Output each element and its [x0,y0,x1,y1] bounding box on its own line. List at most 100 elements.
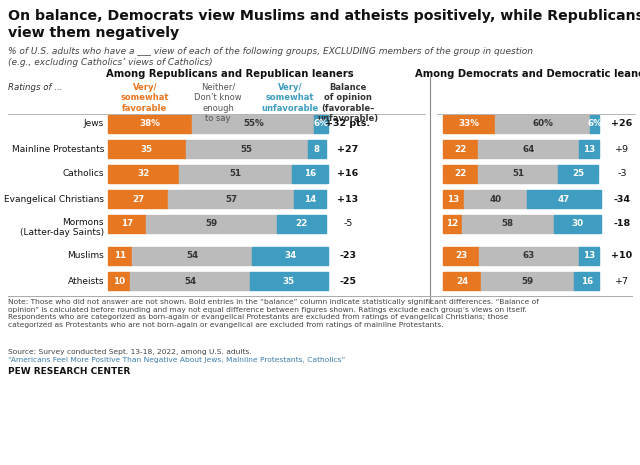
Text: Mormons
(Latter-day Saints): Mormons (Latter-day Saints) [20,218,104,237]
Text: 13: 13 [583,252,595,260]
Text: Evangelical Christians: Evangelical Christians [4,194,104,204]
Text: 55%: 55% [243,120,264,128]
Text: Very/
somewhat
favorable: Very/ somewhat favorable [121,83,169,113]
Bar [443,215,462,233]
Bar [477,140,579,158]
Text: Muslims: Muslims [67,252,104,260]
Text: -25: -25 [339,277,356,286]
Text: +32 pts.: +32 pts. [325,120,371,128]
Text: 24: 24 [456,277,468,286]
Bar [292,165,328,183]
Text: 14: 14 [304,194,316,204]
Text: 10: 10 [113,277,125,286]
Text: 6%: 6% [314,120,328,128]
Text: -5: -5 [343,219,353,228]
Text: 17: 17 [121,219,133,228]
Bar [108,165,179,183]
Text: 40: 40 [489,194,501,204]
Text: PEW RESEARCH CENTER: PEW RESEARCH CENTER [8,367,131,376]
Bar [527,190,601,208]
Bar [495,115,590,133]
Bar [443,190,463,208]
Text: -34: -34 [614,194,630,204]
Text: -18: -18 [613,219,630,228]
Bar [294,190,326,208]
Text: 38%: 38% [140,120,161,128]
Text: 11: 11 [114,252,126,260]
Bar [443,115,495,133]
Text: Mainline Protestants: Mainline Protestants [12,145,104,153]
Text: 63: 63 [523,252,535,260]
Text: 35: 35 [141,145,153,153]
Text: 8: 8 [314,145,320,153]
Bar [443,272,481,290]
Text: -3: -3 [617,170,627,179]
Bar [108,247,132,265]
Text: 22: 22 [454,145,467,153]
Text: 54: 54 [184,277,196,286]
Text: 23: 23 [455,252,467,260]
Text: 60%: 60% [532,120,553,128]
Bar [130,272,250,290]
Text: Catholics: Catholics [63,170,104,179]
Bar [590,115,600,133]
Bar [558,165,598,183]
Text: 35: 35 [283,277,295,286]
Text: “Americans Feel More Positive Than Negative About Jews, Mainline Protestants, Ca: “Americans Feel More Positive Than Negat… [8,357,345,363]
Bar [479,247,579,265]
Bar [108,115,193,133]
Text: 59: 59 [205,219,218,228]
Text: +26: +26 [611,120,632,128]
Bar [443,140,477,158]
Text: 32: 32 [138,170,150,179]
Bar [108,140,186,158]
Text: 27: 27 [132,194,144,204]
Bar [477,165,558,183]
Text: +13: +13 [337,194,358,204]
Bar [579,247,600,265]
Text: Balance
of opinion
(favorable–
unfavorable): Balance of opinion (favorable– unfavorab… [317,83,379,123]
Text: 47: 47 [557,194,570,204]
Bar [463,190,527,208]
Text: 51: 51 [230,170,242,179]
Bar [443,247,479,265]
Bar [186,140,308,158]
Text: 16: 16 [580,277,593,286]
Bar [276,215,326,233]
Bar [193,115,314,133]
Bar [574,272,600,290]
Text: % of U.S. adults who have a ___ view of each of the following groups, EXCLUDING : % of U.S. adults who have a ___ view of … [8,47,533,67]
Text: 12: 12 [446,219,459,228]
Text: +9: +9 [615,145,629,153]
Text: 6%: 6% [588,120,602,128]
Text: +7: +7 [615,277,629,286]
Text: 13: 13 [583,145,595,153]
Text: Among Republicans and Republican leaners: Among Republicans and Republican leaners [106,69,354,79]
Bar [314,115,328,133]
Bar [462,215,554,233]
Text: +16: +16 [337,170,358,179]
Text: Jews: Jews [84,120,104,128]
Text: 58: 58 [502,219,514,228]
Bar [146,215,276,233]
Bar [554,215,601,233]
Text: 30: 30 [572,219,584,228]
Text: 59: 59 [522,277,534,286]
Bar [308,140,326,158]
Text: -23: -23 [339,252,356,260]
Text: Source: Survey conducted Sept. 13-18, 2022, among U.S. adults.: Source: Survey conducted Sept. 13-18, 20… [8,349,252,355]
Text: +10: +10 [611,252,632,260]
Bar [108,215,146,233]
Bar [250,272,328,290]
Text: 54: 54 [186,252,198,260]
Bar [108,190,168,208]
Text: Ratings of ...: Ratings of ... [8,83,63,92]
Text: 25: 25 [572,170,584,179]
Text: 57: 57 [225,194,237,204]
Text: Among Democrats and Democratic leaners: Among Democrats and Democratic leaners [415,69,640,79]
Text: 64: 64 [522,145,534,153]
Text: 55: 55 [241,145,253,153]
Bar [252,247,328,265]
Text: 34: 34 [284,252,296,260]
Text: +27: +27 [337,145,358,153]
